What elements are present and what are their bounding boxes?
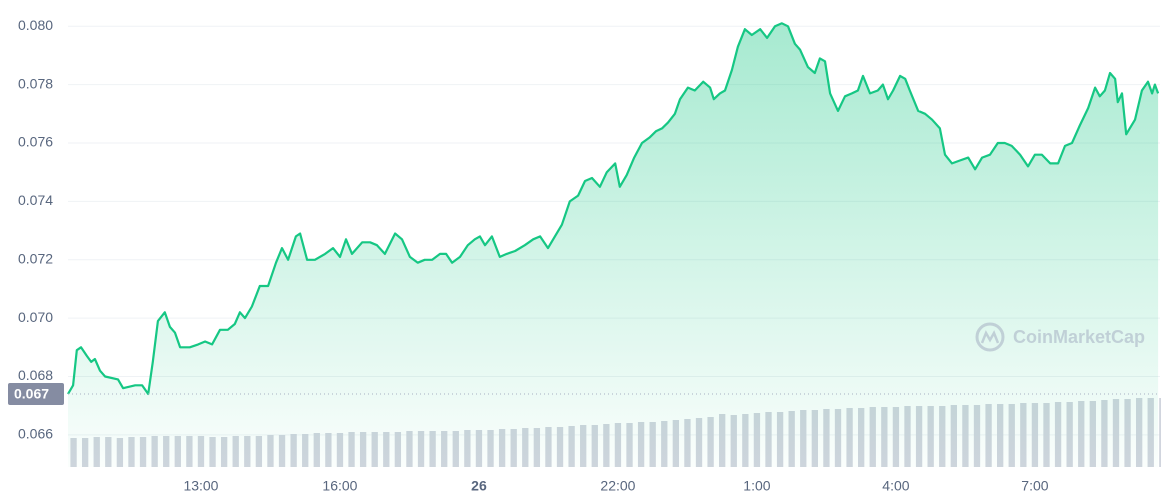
- x-tick-label: 26: [471, 478, 487, 494]
- y-tick-label: 0.068: [18, 367, 53, 383]
- y-tick-label: 0.072: [18, 250, 53, 266]
- watermark: CoinMarketCap: [975, 322, 1145, 352]
- watermark-logo-mark: [980, 330, 1000, 344]
- volume-bar: [1159, 398, 1161, 467]
- y-tick-label: 0.078: [18, 75, 53, 91]
- y-tick-label: 0.080: [18, 17, 53, 33]
- x-tick-label: 13:00: [183, 478, 218, 494]
- axes: 0.066 0.068 0.070 0.072 0.074 0.076 0.078 0.080…: [8, 17, 1160, 494]
- y-tick-label: 0.076: [18, 134, 53, 150]
- y-tick-label: 0.074: [18, 192, 53, 208]
- price-line: [67, 22, 1160, 396]
- price-area: [68, 23, 1159, 468]
- y-tick-label: 0.066: [18, 426, 53, 442]
- x-tick-label: 7:00: [1021, 478, 1048, 494]
- price-marker-box: [8, 383, 64, 406]
- y-tick-label: 0.070: [18, 309, 53, 325]
- x-tick-label: 22:00: [600, 478, 635, 494]
- plot: [67, 22, 1160, 468]
- watermark-text: CoinMarketCap: [1013, 327, 1145, 347]
- x-tick-label: 1:00: [743, 478, 770, 494]
- x-tick-label: 4:00: [882, 478, 909, 494]
- x-tick-label: 16:00: [322, 478, 357, 494]
- price-marker-label: 0.067: [14, 386, 49, 402]
- watermark-logo: [975, 322, 1005, 352]
